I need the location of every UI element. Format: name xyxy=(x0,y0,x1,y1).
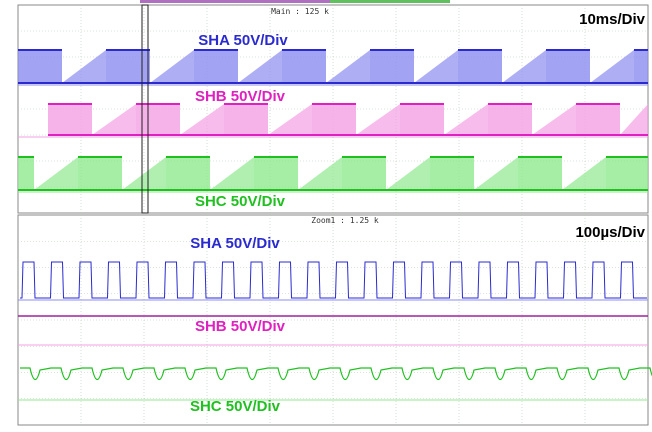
overview-bar xyxy=(330,0,450,3)
channel-label: SHB 50V/Div xyxy=(195,88,286,105)
channel-label: SHC 50V/Div xyxy=(195,193,286,210)
ramp xyxy=(238,50,282,83)
ramp xyxy=(34,157,78,190)
ramp xyxy=(532,104,576,135)
pwm-block xyxy=(430,157,474,190)
ramp xyxy=(210,157,254,190)
pwm-block xyxy=(634,50,648,83)
ramp xyxy=(414,50,458,83)
ramp xyxy=(620,104,648,135)
ramp xyxy=(444,104,488,135)
ramp xyxy=(180,104,224,135)
ramp xyxy=(386,157,430,190)
pwm-block xyxy=(166,157,210,190)
pwm-block xyxy=(78,157,122,190)
pwm-block xyxy=(18,157,34,190)
ramp xyxy=(590,50,634,83)
ramp xyxy=(150,50,194,83)
ramp xyxy=(562,157,606,190)
pwm-block xyxy=(224,104,268,135)
ramp xyxy=(356,104,400,135)
timebase: 10ms/Div xyxy=(579,11,646,28)
trace xyxy=(20,367,652,381)
pwm-block xyxy=(282,50,326,83)
pwm-block xyxy=(518,157,562,190)
ramp xyxy=(122,157,166,190)
pwm-block xyxy=(546,50,590,83)
pwm-block xyxy=(312,104,356,135)
ramp xyxy=(298,157,342,190)
pwm-block xyxy=(576,104,620,135)
ramp xyxy=(92,104,136,135)
overview-bar xyxy=(140,0,330,3)
pwm-block xyxy=(194,50,238,83)
waveforms xyxy=(18,49,652,401)
trace xyxy=(18,49,648,84)
pwm-block xyxy=(136,104,180,135)
trace xyxy=(48,103,648,136)
ramp xyxy=(326,50,370,83)
ramp xyxy=(502,50,546,83)
pwm-block xyxy=(254,157,298,190)
pwm-block xyxy=(606,157,648,190)
trace xyxy=(18,156,648,191)
ramp xyxy=(474,157,518,190)
pwm-block xyxy=(400,104,444,135)
pwm-block xyxy=(488,104,532,135)
trace xyxy=(20,261,647,299)
pwm-block xyxy=(18,50,62,83)
zoom-cursor xyxy=(141,4,149,214)
channel-label: SHC 50V/Div xyxy=(190,398,281,415)
ramp xyxy=(62,50,106,83)
ramp xyxy=(268,104,312,135)
pwm-block xyxy=(48,104,92,135)
pwm-block xyxy=(342,157,386,190)
channel-label: SHA 50V/Div xyxy=(190,235,280,252)
pwm-block xyxy=(458,50,502,83)
timebase: 100µs/Div xyxy=(575,224,645,241)
panel-header: Zoom1 : 1.25 k xyxy=(311,216,379,225)
panel-header: Main : 125 k xyxy=(271,7,329,16)
pwm-block xyxy=(370,50,414,83)
channel-label: SHA 50V/Div xyxy=(198,32,288,49)
channel-label: SHB 50V/Div xyxy=(195,318,286,335)
pwm-block xyxy=(106,50,150,83)
